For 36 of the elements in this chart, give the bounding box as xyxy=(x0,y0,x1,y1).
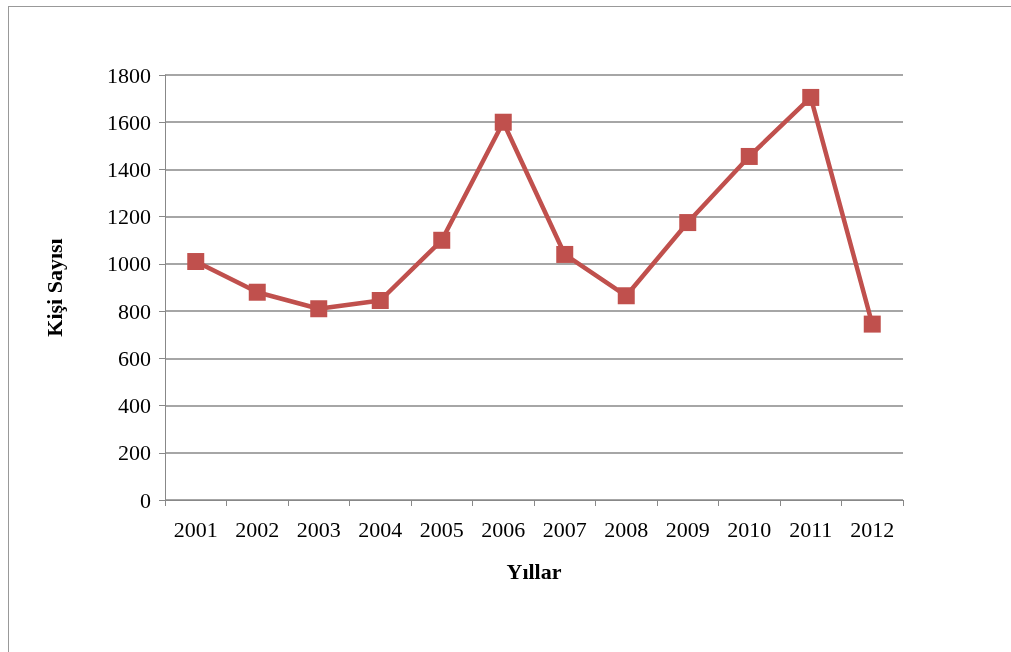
point xyxy=(310,300,328,318)
x-tick-label: 2006 xyxy=(481,516,526,542)
y-tick-label: 1200 xyxy=(107,204,151,230)
x-tick-label: 2002 xyxy=(235,516,280,542)
y-tick-label: 600 xyxy=(118,345,151,371)
x-tick-label: 2007 xyxy=(542,516,587,542)
y-axis-title: Kişi Sayısı xyxy=(41,238,67,337)
y-tick-label: 1000 xyxy=(107,251,151,277)
point xyxy=(248,283,266,301)
y-tick-label: 1600 xyxy=(107,109,151,135)
point xyxy=(433,231,451,249)
x-tick-label: 2005 xyxy=(419,516,464,542)
x-tick-label: 2011 xyxy=(789,516,833,542)
point xyxy=(679,214,697,232)
y-tick-label: 0 xyxy=(140,487,151,513)
point xyxy=(494,113,512,131)
x-tick-label: 2004 xyxy=(358,516,403,542)
point xyxy=(617,287,635,305)
x-tick-label: 2012 xyxy=(850,516,895,542)
x-axis-title: Yıllar xyxy=(506,558,562,584)
point xyxy=(863,315,881,333)
y-tick-label: 200 xyxy=(118,440,151,466)
x-tick-label: 2010 xyxy=(727,516,772,542)
x-tick-label: 2003 xyxy=(296,516,341,542)
y-tick-label: 400 xyxy=(118,393,151,419)
x-tick-label: 2009 xyxy=(665,516,710,542)
point xyxy=(187,253,205,271)
point xyxy=(740,147,758,165)
x-tick-label: 2008 xyxy=(604,516,649,542)
y-tick-label: 1800 xyxy=(107,62,151,88)
point xyxy=(371,291,389,309)
point xyxy=(802,88,820,106)
y-tick-label: 800 xyxy=(118,298,151,324)
x-tick-label: 2001 xyxy=(173,516,218,542)
point xyxy=(556,245,574,263)
y-tick-label: 1400 xyxy=(107,156,151,182)
